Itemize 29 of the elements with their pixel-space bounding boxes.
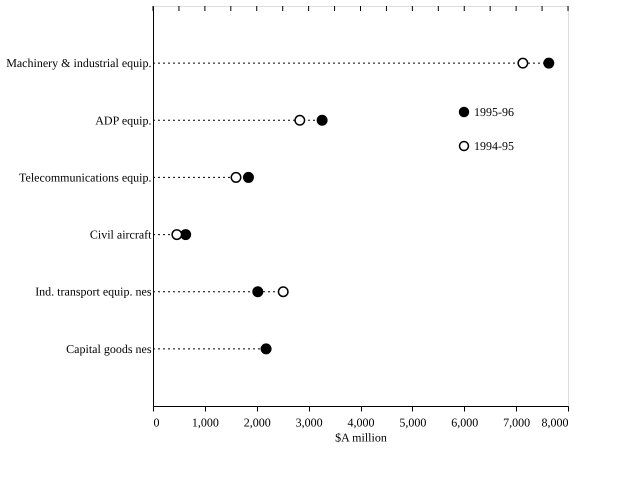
y-tick-label: Capital goods nes [66,342,152,356]
x-tick-label: 8,000 [542,416,568,430]
x-tick-label: 2,000 [244,416,271,430]
x-tick-label: 6,000 [451,416,478,430]
x-axis-title: $A million [335,430,387,444]
y-tick-label: ADP equip. [95,113,152,128]
y-tick-label: Ind. transport equip. nes [35,284,152,299]
point [242,172,254,183]
point [517,58,528,69]
legend-label: 1994-95 [474,139,514,153]
point [171,229,182,240]
point [294,114,306,126]
point [543,58,554,69]
y-tick-label: Telecommunications equip. [19,170,152,184]
x-tick-label: 4,000 [348,416,374,430]
x-tick-label: 1,000 [192,416,219,430]
x-tick-label: 0 [154,416,160,430]
x-tick-label: 5,000 [399,416,426,430]
point [180,229,192,240]
point [278,286,289,298]
y-tick-label: Civil aircraft [90,228,152,242]
x-tick-label: 7,000 [503,416,530,430]
point [230,172,242,183]
point [260,343,272,354]
point [252,286,264,298]
y-tick-label: Machinery & industrial equip. [6,56,152,70]
legend-label: 1995-96 [474,105,514,119]
point [316,114,328,126]
x-tick-label: 3,000 [296,416,323,430]
